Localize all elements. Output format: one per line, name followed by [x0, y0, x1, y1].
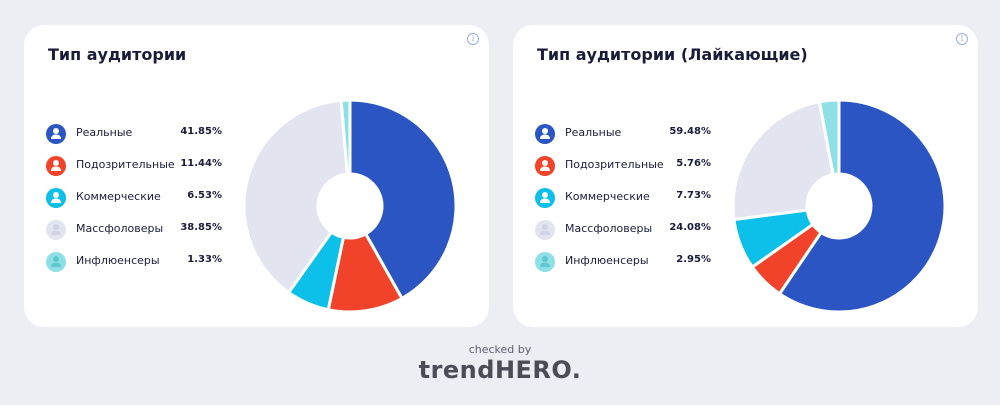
legend-label: Коммерческие [76, 190, 161, 203]
legend-item-suspicious: Подозрительные 11.44% [46, 152, 222, 184]
pie-slice-influencers[interactable] [817, 98, 841, 177]
legend: Реальные 59.48% Подозрительные 5.76% Коммерч… [535, 120, 711, 280]
checked-by-label: checked by [468, 343, 532, 356]
liker-audience-type-card: Тип аудитории (Лайкающие) i Реальные 59.4… [513, 25, 978, 327]
legend-label: Инфлюенсеры [565, 254, 649, 267]
user-icon [46, 124, 66, 144]
legend-value: 6.53% [187, 190, 222, 201]
card-title: Тип аудитории [48, 45, 187, 64]
legend-item-real: Реальные 59.48% [535, 120, 711, 152]
user-icon [46, 188, 66, 208]
pie-slice-massfollowers[interactable] [242, 98, 349, 294]
legend-label: Подозрительные [76, 158, 175, 171]
user-icon [535, 220, 555, 240]
pie-slice-real[interactable] [778, 98, 947, 314]
legend-item-massfollowers: Массфоловеры 24.08% [535, 216, 711, 248]
legend-item-commercial: Коммерческие 6.53% [46, 184, 222, 216]
legend-label: Массфоловеры [565, 222, 653, 235]
legend-value: 41.85% [180, 126, 222, 137]
legend-value: 38.85% [180, 222, 222, 233]
brand-logo: trendHERO. [418, 356, 582, 384]
user-icon [535, 252, 555, 272]
legend-value: 5.76% [676, 158, 711, 169]
legend-label: Реальные [565, 126, 622, 139]
info-icon[interactable]: i [467, 33, 479, 45]
pie-slice-influencers[interactable] [339, 98, 352, 176]
card-title: Тип аудитории (Лайкающие) [537, 45, 808, 64]
legend-label: Коммерческие [565, 190, 650, 203]
legend-item-commercial: Коммерческие 7.73% [535, 184, 711, 216]
legend-item-massfollowers: Массфоловеры 38.85% [46, 216, 222, 248]
donut-chart [731, 98, 947, 314]
user-icon [46, 220, 66, 240]
legend-label: Подозрительные [565, 158, 664, 171]
audience-type-card: Тип аудитории i Реальные 41.85% Подозрител… [24, 25, 489, 327]
legend-item-influencers: Инфлюенсеры 2.95% [535, 248, 711, 280]
user-icon [535, 124, 555, 144]
user-icon [46, 252, 66, 272]
info-icon[interactable]: i [956, 33, 968, 45]
user-icon [46, 156, 66, 176]
legend: Реальные 41.85% Подозрительные 11.44% Коммер… [46, 120, 222, 280]
legend-item-suspicious: Подозрительные 5.76% [535, 152, 711, 184]
legend-label: Массфоловеры [76, 222, 164, 235]
pie-slice-massfollowers[interactable] [731, 100, 835, 221]
donut-chart [242, 98, 458, 314]
legend-value: 1.33% [187, 254, 222, 265]
legend-label: Инфлюенсеры [76, 254, 160, 267]
user-icon [535, 156, 555, 176]
legend-item-influencers: Инфлюенсеры 1.33% [46, 248, 222, 280]
legend-value: 2.95% [676, 254, 711, 265]
legend-value: 11.44% [180, 158, 222, 169]
user-icon [535, 188, 555, 208]
legend-value: 7.73% [676, 190, 711, 201]
legend-value: 59.48% [669, 126, 711, 137]
legend-label: Реальные [76, 126, 133, 139]
pie-slice-real[interactable] [348, 98, 458, 300]
legend-value: 24.08% [669, 222, 711, 233]
legend-item-real: Реальные 41.85% [46, 120, 222, 152]
